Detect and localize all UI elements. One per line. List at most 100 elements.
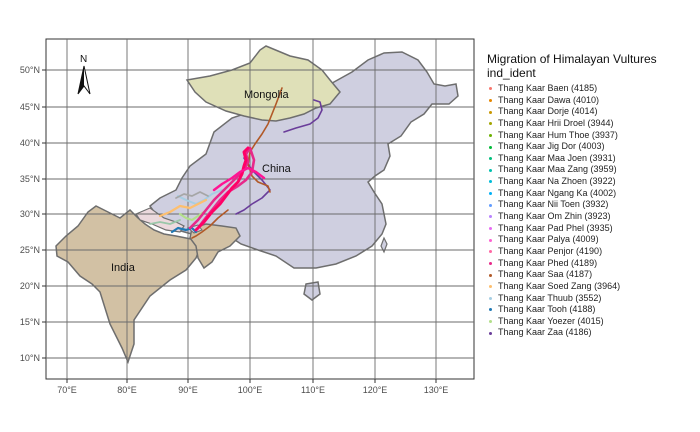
legend-item-label: Thang Kaar Maa Joen (3931): [498, 152, 616, 163]
legend-item: Thang Kaar Na Zhoen (3922): [487, 176, 697, 188]
track-tooh: [170, 226, 198, 234]
legend-dot-icon: [489, 180, 492, 184]
legend-item: Thang Kaar Palya (4009): [487, 234, 697, 246]
legend-item-label: Thang Kaar Saa (4187): [498, 269, 593, 280]
legend-item-label: Thang Kaar Zaa (4186): [498, 327, 592, 338]
legend-item: Thang Kaar Hrii Droel (3944): [487, 118, 697, 130]
x-axis-labels: 70°E 80°E 90°E 100°E 110°E 120°E 130°E: [57, 385, 448, 395]
graticule: [46, 39, 474, 379]
legend-item: Thang Kaar Yoezer (4015): [487, 316, 697, 328]
label-china: China: [262, 163, 292, 175]
legend-dot-icon: [489, 168, 492, 172]
legend-dot-icon: [489, 331, 492, 335]
track-saa: [247, 87, 283, 193]
legend-dot-icon: [489, 273, 492, 277]
x-tick-label: 80°E: [117, 385, 137, 395]
legend-item: Thang Kaar Maa Joen (3931): [487, 153, 697, 165]
track-saa-south: [191, 209, 229, 239]
legend-item-label: Thang Kaar Maa Zang (3959): [498, 164, 617, 175]
legend-item-label: Thang Kaar Jig Dor (4003): [498, 141, 605, 152]
region-taiwan: [380, 236, 388, 254]
region-india: [55, 205, 201, 365]
x-tick-label: 120°E: [363, 385, 388, 395]
y-tick-label: 30°N: [20, 209, 40, 219]
legend-item-label: Thang Kaar Yoezer (4015): [498, 315, 604, 326]
north-arrow-icon: N: [77, 54, 91, 95]
track-yoezer: [178, 210, 206, 222]
legend-dot-icon: [489, 296, 492, 300]
legend-item: Thang Kaar Pad Phel (3935): [487, 223, 697, 235]
legend-item-label: Thang Kaar Hum Thoe (3937): [498, 129, 618, 140]
track-penjor: [194, 146, 250, 232]
legend-dot-icon: [489, 308, 492, 312]
region-hainan: [303, 281, 321, 301]
legend-item-label: Thang Kaar Dawa (4010): [498, 94, 600, 105]
legend-item: Thang Kaar Maa Zang (3959): [487, 164, 697, 176]
legend-item-label: Thang Kaar Ngang Ka (4002): [498, 187, 617, 198]
legend-dot-icon: [489, 110, 492, 114]
legend-dot-icon: [489, 145, 492, 149]
track-maa-joen: [175, 191, 209, 199]
y-tick-label: 15°N: [20, 317, 40, 327]
legend-dot-icon: [489, 227, 492, 230]
legend-dot-icon: [489, 98, 492, 102]
legend-item-label: Thang Kaar Penjor (4190): [498, 245, 603, 256]
x-tick-label: 90°E: [178, 385, 198, 395]
legend-dot-icon: [489, 203, 492, 207]
legend-dot-icon: [489, 87, 492, 91]
y-tick-label: 50°N: [20, 65, 40, 75]
track-soed-zang: [158, 198, 208, 218]
north-arrow-label: N: [80, 54, 87, 65]
x-tick-label: 70°E: [57, 385, 77, 395]
legend-item-label: Thang Kaar Om Zhin (3923): [498, 211, 611, 222]
legend-item: Thang Kaar Penjor (4190): [487, 246, 697, 258]
track-na-zhoen: [149, 219, 181, 225]
legend-item-label: Thang Kaar Thuub (3552): [498, 292, 602, 303]
legend-item-label: Thang Kaar Dorje (4014): [498, 106, 598, 117]
legend-item-label: Thang Kaar Tooh (4188): [498, 304, 596, 315]
track-zaa-north: [283, 99, 323, 133]
legend-item: Thang Kaar Baen (4185): [487, 83, 697, 95]
legend-item-label: Thang Kaar Hrii Droel (3944): [498, 117, 614, 128]
legend-item: Thang Kaar Nii Toen (3932): [487, 199, 697, 211]
x-tick-label: 110°E: [301, 385, 325, 395]
legend-title: Migration of Himalayan Vultures: [487, 52, 657, 66]
legend-dot-icon: [489, 157, 492, 161]
legend-item: Thang Kaar Dawa (4010): [487, 95, 697, 107]
legend: Migration of Himalayan Vultures ind_iden…: [487, 52, 697, 339]
y-tick-label: 10°N: [20, 353, 40, 363]
y-tick-label: 20°N: [20, 281, 40, 291]
y-tick-label: 35°N: [20, 174, 40, 184]
legend-dot-icon: [489, 192, 492, 196]
legend-dot-icon: [489, 122, 492, 126]
legend-dot-icon: [489, 285, 492, 289]
y-tick-label: 25°N: [20, 245, 40, 255]
track-palya: [212, 166, 266, 192]
legend-item-label: Thang Kaar Pad Phel (3935): [498, 222, 613, 233]
legend-item: Thang Kaar Thuub (3552): [487, 293, 697, 305]
axis-ticks: [42, 69, 437, 383]
legend-item-label: Thang Kaar Baen (4185): [498, 83, 598, 93]
legend-item: Thang Kaar Dorje (4014): [487, 106, 697, 118]
migration-tracks: [149, 87, 323, 239]
legend-dot-icon: [489, 133, 492, 137]
legend-item: Thang Kaar Saa (4187): [487, 269, 697, 281]
legend-item: Thang Kaar Ngang Ka (4002): [487, 188, 697, 200]
track-phed: [188, 146, 256, 230]
legend-dot-icon: [489, 238, 492, 242]
legend-item: Thang Kaar Om Zhin (3923): [487, 211, 697, 223]
legend-item: Thang Kaar Hum Thoe (3937): [487, 130, 697, 142]
legend-item: Thang Kaar Soed Zang (3964): [487, 281, 697, 293]
legend-item-label: Thang Kaar Palya (4009): [498, 234, 599, 245]
legend-subtitle: ind_ident: [487, 66, 536, 80]
label-india: India: [111, 262, 136, 274]
region-mongolia: [185, 45, 341, 122]
legend-item-label: Thang Kaar Na Zhoen (3922): [498, 176, 616, 187]
legend-item: Thang Kaar Tooh (4188): [487, 304, 697, 316]
legend-item: Thang Kaar Jig Dor (4003): [487, 141, 697, 153]
region-india-northeast: [189, 223, 241, 270]
y-tick-label: 45°N: [20, 102, 40, 112]
y-axis-labels: 50°N 45°N 40°N 35°N 30°N 25°N 20°N 15°N …: [20, 65, 40, 363]
legend-dot-icon: [489, 250, 492, 254]
